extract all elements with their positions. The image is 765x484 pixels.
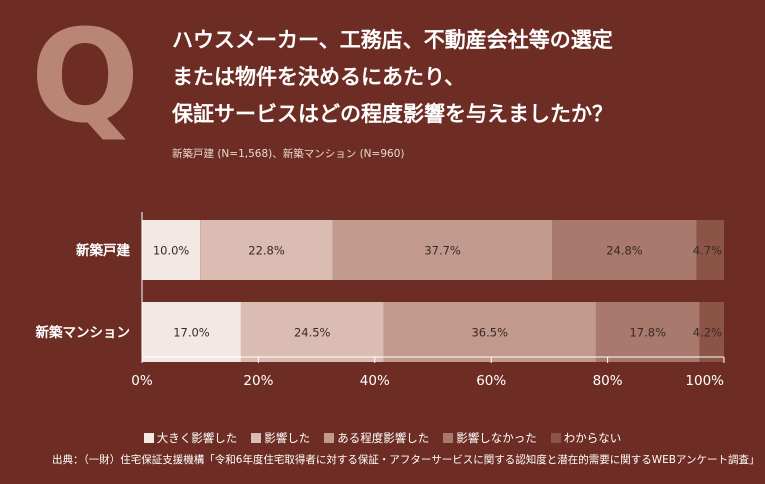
- x-tick-label-3: 40%: [360, 373, 390, 389]
- legend-item-4: 影響しなかった: [443, 430, 537, 446]
- data-label-r2-s3: 36.5%: [471, 326, 508, 340]
- bar-segment-r2-s5: [699, 302, 724, 362]
- data-label-r1-s4: 24.8%: [606, 244, 643, 258]
- legend-label-1: 大きく影響した: [156, 431, 238, 445]
- data-label-r2-s1: 17.0%: [173, 326, 210, 340]
- legend-swatch-1: [143, 433, 154, 443]
- legend-item-5: わからない: [550, 430, 622, 446]
- category-label-2: 新築マンション: [36, 324, 131, 341]
- bar-segment-r2-s4: [595, 302, 700, 362]
- data-label-r2-s5: 4.2%: [693, 326, 722, 340]
- title-line-3: 保証サービスはどの程度影響を与えましたか？: [172, 102, 613, 126]
- category-label-1: 新築戸建: [76, 242, 130, 259]
- x-tick-label-1: 0%: [131, 373, 153, 389]
- x-tick-label-5: 80%: [593, 373, 623, 389]
- bar-segment-r1-s3: [332, 220, 553, 280]
- bar-segment-r2-s1: [142, 302, 241, 362]
- data-label-r1-s3: 37.7%: [424, 244, 461, 258]
- legend-swatch-2: [251, 433, 262, 443]
- legend-label-2: 影響した: [264, 431, 311, 445]
- legend-item-3: ある程度影響した: [324, 430, 429, 446]
- legend-swatch-4: [443, 433, 454, 443]
- legend-label-5: わからない: [563, 431, 622, 445]
- question-title: ハウスメーカー、工務店、不動産会社等の選定 または物件を決めるにあたり、 保証サ…: [172, 22, 752, 133]
- legend-swatch-5: [550, 433, 561, 443]
- legend-label-4: 影響しなかった: [456, 431, 537, 445]
- legend-swatch-3: [324, 433, 335, 443]
- data-label-r2-s4: 17.8%: [629, 326, 666, 340]
- bar-segment-r1-s4: [552, 220, 697, 280]
- bar-segment-r1-s5: [696, 220, 724, 280]
- data-label-r1-s1: 10.0%: [153, 244, 190, 258]
- bar-segment-r1-s2: [200, 220, 333, 280]
- chart-legend: 大きく影響した 影響した ある程度影響した 影響しなかった わからない: [0, 430, 765, 446]
- bar-segment-r2-s3: [383, 302, 596, 362]
- q-letter-logo: Q: [30, 3, 140, 152]
- sample-size-note: 新築戸建 (N=1,568)、新築マンション (N=960): [172, 148, 405, 160]
- title-line-2: または物件を決めるにあたり、: [172, 65, 466, 89]
- data-label-r1-s5: 4.7%: [693, 244, 722, 258]
- x-tick-label-4: 60%: [476, 373, 506, 389]
- bar-segment-r2-s2: [240, 302, 384, 362]
- source-citation: 出典：（一財）住宅保証支援機構「令和6年度住宅取得者に対する保証・アフターサービ…: [52, 454, 760, 466]
- legend-item-1: 大きく影響した: [143, 430, 238, 446]
- x-tick-label-6: 100%: [685, 373, 724, 389]
- legend-item-2: 影響した: [251, 430, 310, 446]
- data-label-r1-s2: 22.8%: [248, 244, 285, 258]
- legend-label-3: ある程度影響した: [337, 431, 430, 445]
- title-line-1: ハウスメーカー、工務店、不動産会社等の選定: [172, 28, 613, 52]
- bar-segment-r1-s1: [142, 220, 201, 280]
- x-tick-label-2: 20%: [243, 373, 273, 389]
- data-label-r2-s2: 24.5%: [294, 326, 331, 340]
